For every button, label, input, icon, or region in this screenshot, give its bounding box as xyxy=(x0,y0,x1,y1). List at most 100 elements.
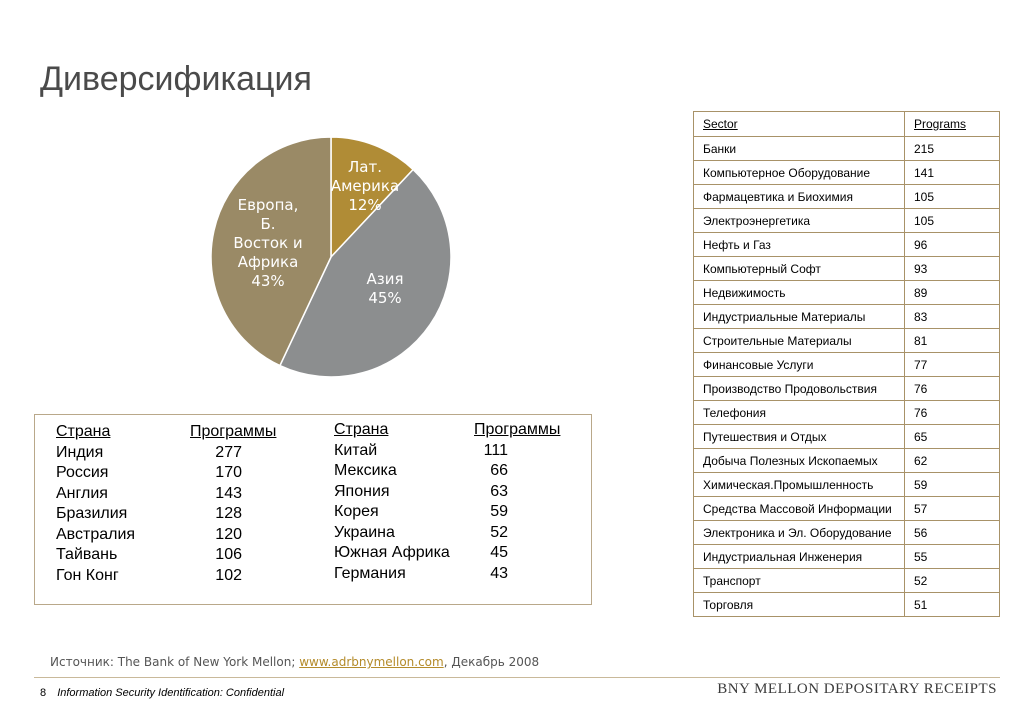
sector-name: Банки xyxy=(693,136,905,161)
sector-programs: 81 xyxy=(904,328,1000,353)
country-name: Россия xyxy=(56,464,109,481)
table-row: Индустриальная Инженерия 55 xyxy=(693,544,1000,569)
sector-programs: 83 xyxy=(904,304,1000,329)
sector-programs: 57 xyxy=(904,496,1000,521)
table-row: Средства Массовой Информации 57 xyxy=(693,496,1000,521)
country-programs: 128 xyxy=(215,505,242,522)
country-programs: 143 xyxy=(215,484,242,502)
country-name: Мексика xyxy=(334,462,397,479)
country-header: Страна xyxy=(56,423,111,440)
table-row: Банки 215 xyxy=(693,136,1000,161)
right-programs-header-col: Программы xyxy=(474,420,560,441)
table-row: Компьютерное Оборудование 141 xyxy=(693,160,1000,185)
sector-programs: 105 xyxy=(904,208,1000,233)
table-row: Электроэнергетика 105 xyxy=(693,208,1000,233)
country-programs: 63 xyxy=(490,482,508,500)
sector-table: Sector Programs Банки 215 Компьютерное Обо… xyxy=(693,111,1000,617)
right-country-column: Страна Китай Мексика Япония Корея Украина Южн… xyxy=(334,420,450,584)
sector-name: Телефония xyxy=(693,400,905,425)
sector-programs: 215 xyxy=(904,136,1000,161)
country-programs: 111 xyxy=(483,441,508,459)
sector-programs: 52 xyxy=(904,568,1000,593)
left-programs-header-col: Программы xyxy=(190,422,276,443)
footer-divider xyxy=(34,677,1000,678)
sector-programs: 56 xyxy=(904,520,1000,545)
programs-header-right: Программы xyxy=(474,421,561,438)
source-link[interactable]: www.adrbnymellon.com xyxy=(299,655,444,669)
page-number: 8 xyxy=(40,687,47,699)
pie-slice xyxy=(210,136,332,367)
sector-name: Индустриальные Материалы xyxy=(693,304,905,329)
sector-name: Электроэнергетика xyxy=(693,208,905,233)
left-programs-column: 277 170 143 128 120 106 102 xyxy=(195,422,242,586)
country-programs: 52 xyxy=(490,523,508,541)
table-row: Добыча Полезных Ископаемых 62 xyxy=(693,448,1000,473)
source-prefix: Источник: The Bank of New York Mellon; xyxy=(50,655,300,669)
slide-title: Диверсификация xyxy=(40,60,312,98)
sector-name: Путешествия и Отдых xyxy=(693,424,905,449)
sector-name: Фармацевтика и Биохимия xyxy=(693,184,905,209)
pie-slice-label: Лат. Америка 12% xyxy=(331,158,399,214)
country-name: Австралия xyxy=(56,525,136,543)
sector-name: Финансовые Услуги xyxy=(693,352,905,377)
brand-logo: BNY MELLON DEPOSITARY RECEIPTS xyxy=(717,681,997,697)
country-programs: 45 xyxy=(490,544,508,561)
sector-name: Транспорт xyxy=(693,568,905,593)
country-programs: 43 xyxy=(490,564,508,582)
country-name: Украина xyxy=(334,523,395,541)
sector-programs: 65 xyxy=(904,424,1000,449)
sector-name: Электроника и Эл. Оборудование xyxy=(693,520,905,545)
table-row: Недвижимость 89 xyxy=(693,280,1000,305)
source-note: Источник: The Bank of New York Mellon; w… xyxy=(50,655,539,669)
sector-header: Sector xyxy=(693,111,905,137)
sector-programs: 76 xyxy=(904,376,1000,401)
sector-name: Средства Массовой Информации xyxy=(693,496,905,521)
sector-programs: 141 xyxy=(904,160,1000,185)
left-country-column: Страна Индия Россия Англия Бразилия Австрали… xyxy=(56,422,135,586)
sector-name: Недвижимость xyxy=(693,280,905,305)
country-name: Бразилия xyxy=(56,505,128,522)
pie-slice-label: Европа, Б. Восток и Африка 43% xyxy=(233,196,302,290)
pie-slice xyxy=(330,136,415,259)
sector-programs: 96 xyxy=(904,232,1000,257)
country-name: Япония xyxy=(334,482,390,500)
country-programs: 120 xyxy=(215,525,242,543)
table-row: Путешествия и Отдых 65 xyxy=(693,424,1000,449)
sector-table-header: Sector Programs xyxy=(693,111,1000,137)
confidentiality-note: Information Security Identification: Con… xyxy=(57,687,285,699)
table-row: Индустриальные Материалы 83 xyxy=(693,304,1000,329)
sector-programs: 51 xyxy=(904,592,1000,617)
country-name: Южная Африка xyxy=(334,544,450,561)
sector-programs: 77 xyxy=(904,352,1000,377)
sector-name: Индустриальная Инженерия xyxy=(693,544,905,569)
sector-name: Компьютерное Оборудование xyxy=(693,160,905,185)
table-row: Фармацевтика и Биохимия 105 xyxy=(693,184,1000,209)
table-row: Электроника и Эл. Оборудование 56 xyxy=(693,520,1000,545)
country-name: Тайвань xyxy=(56,546,118,563)
table-row: Строительные Материалы 81 xyxy=(693,328,1000,353)
table-row: Нефть и Газ 96 xyxy=(693,232,1000,257)
country-name: Китай xyxy=(334,441,378,459)
sector-name: Производство Продовольствия xyxy=(693,376,905,401)
sector-programs: 62 xyxy=(904,448,1000,473)
country-header-right: Страна xyxy=(334,421,389,438)
sector-name: Нефть и Газ xyxy=(693,232,905,257)
country-name: Гон Конг xyxy=(56,566,119,584)
sector-programs: 93 xyxy=(904,256,1000,281)
country-programs: 66 xyxy=(490,462,508,479)
sector-programs: 105 xyxy=(904,184,1000,209)
sector-name: Компьютерный Софт xyxy=(693,256,905,281)
sector-programs: 59 xyxy=(904,472,1000,497)
footer: 8 Information Security Identification: C… xyxy=(40,687,284,699)
table-row: Компьютерный Софт 93 xyxy=(693,256,1000,281)
country-name: Индия xyxy=(56,443,104,461)
table-row: Телефония 76 xyxy=(693,400,1000,425)
table-row: Производство Продовольствия 76 xyxy=(693,376,1000,401)
sector-name: Торговля xyxy=(693,592,905,617)
table-row: Торговля 51 xyxy=(693,592,1000,617)
country-name: Германия xyxy=(334,564,406,582)
country-programs: 59 xyxy=(490,503,508,520)
right-programs-column: 111 66 63 59 52 45 43 xyxy=(465,420,508,584)
country-programs: 277 xyxy=(215,443,242,461)
pie-slice-label: Азия 45% xyxy=(366,270,403,307)
